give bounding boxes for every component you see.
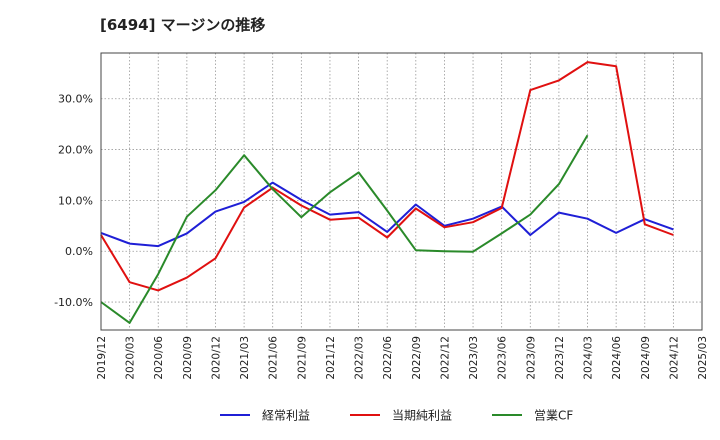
legend-label: 営業CF bbox=[534, 409, 573, 423]
legend-label: 当期純利益 bbox=[392, 409, 452, 423]
x-tick-label: 2023/06 bbox=[497, 336, 509, 380]
x-tick-label: 2022/06 bbox=[382, 336, 394, 380]
x-tick-label: 2021/06 bbox=[268, 336, 280, 380]
series-line bbox=[100, 61, 674, 292]
x-tick-label: 2020/09 bbox=[182, 336, 194, 380]
legend-label: 経常利益 bbox=[262, 409, 310, 423]
series-line bbox=[100, 181, 674, 248]
x-tick-label: 2022/09 bbox=[411, 336, 423, 380]
x-tick-label: 2025/03 bbox=[697, 336, 709, 380]
x-tick-label: 2023/03 bbox=[468, 336, 480, 380]
series-lines bbox=[100, 61, 674, 324]
y-tick-label: 0.0% bbox=[65, 245, 93, 258]
x-tick-label: 2020/06 bbox=[153, 336, 165, 380]
x-tick-label: 2023/09 bbox=[525, 336, 537, 380]
series-line bbox=[100, 134, 589, 324]
x-tick-label: 2024/12 bbox=[668, 336, 680, 380]
x-tick-label: 2019/12 bbox=[96, 336, 108, 380]
x-tick-label: 2021/03 bbox=[239, 336, 251, 380]
x-tick-label: 2022/03 bbox=[354, 336, 366, 380]
y-tick-label: 30.0% bbox=[58, 93, 93, 106]
x-tick-label: 2021/12 bbox=[325, 336, 337, 380]
y-tick-label: -10.0% bbox=[54, 296, 93, 309]
legend: 経常利益 当期純利益 営業CF bbox=[220, 409, 573, 423]
y-tick-label: 20.0% bbox=[58, 144, 93, 157]
x-axis-ticks: 2019/12 2020/03 2020/06 2020/09 2020/12 2021/… bbox=[96, 336, 709, 380]
x-tick-label: 2020/03 bbox=[125, 336, 137, 380]
y-tick-label: 10.0% bbox=[58, 194, 93, 207]
grid-lines bbox=[100, 53, 703, 330]
x-tick-label: 2020/12 bbox=[210, 336, 222, 380]
x-tick-label: 2021/09 bbox=[296, 336, 308, 380]
plot-frame bbox=[100, 52, 703, 331]
x-tick-label: 2024/03 bbox=[583, 336, 595, 380]
x-tick-label: 2024/06 bbox=[611, 336, 623, 380]
y-axis-ticks: -10.0% 0.0% 10.0% 20.0% 30.0% bbox=[54, 93, 93, 309]
x-tick-label: 2022/12 bbox=[439, 336, 451, 380]
x-tick-label: 2024/09 bbox=[640, 336, 652, 380]
chart-title: [6494] マージンの推移 bbox=[100, 16, 266, 34]
x-tick-label: 2023/12 bbox=[554, 336, 566, 380]
